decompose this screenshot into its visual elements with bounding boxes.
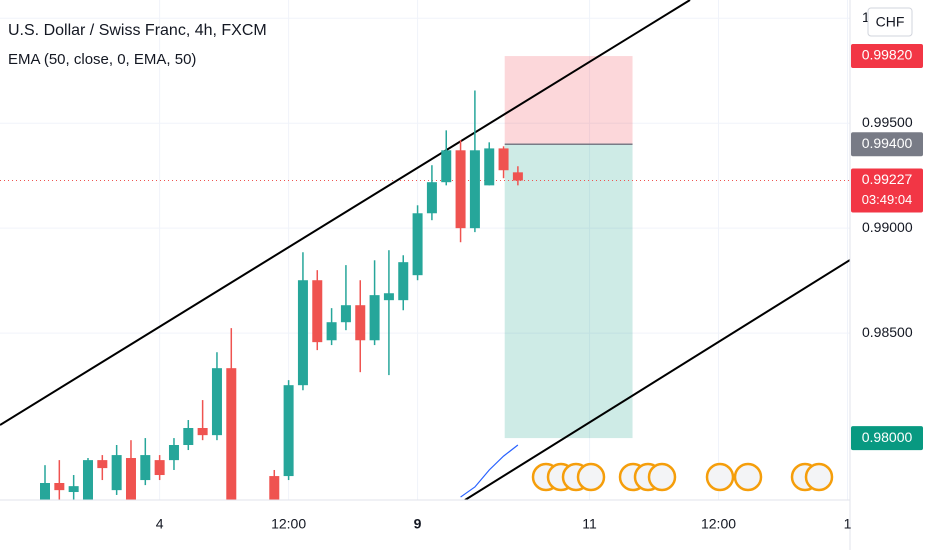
event-icon [576, 462, 606, 492]
candle-body [498, 148, 509, 171]
last-price-box [851, 168, 923, 213]
candle-body [226, 368, 237, 500]
event-icon [647, 462, 677, 492]
x-tick-label: 12:00 [701, 516, 736, 532]
entry-price-label: 0.99400 [862, 135, 913, 151]
candle-body [369, 295, 380, 341]
trend-line [464, 259, 850, 500]
y-tick-label: 0.99000 [862, 219, 913, 235]
candle-body [326, 322, 337, 341]
candle-body [111, 455, 122, 491]
event-icon [733, 462, 763, 492]
candle-body [283, 385, 294, 477]
y-tick-label: 0.98500 [862, 324, 913, 340]
target-price-box [851, 426, 923, 451]
x-tick-label: 12:00 [271, 516, 306, 532]
candle-body [54, 482, 65, 491]
stop-zone [504, 56, 633, 145]
candle-body [140, 455, 151, 481]
candle-body [168, 445, 179, 461]
trend-line [0, 0, 691, 426]
candle-body [355, 305, 366, 341]
target-zone [504, 144, 633, 439]
event-icons [531, 462, 834, 492]
event-icon [705, 462, 735, 492]
stop-price-box [851, 44, 923, 69]
candle-body [412, 213, 423, 276]
plot-area [0, 0, 850, 500]
candle-body [154, 460, 165, 476]
candle-body [211, 368, 222, 436]
x-tick-label: 4 [156, 516, 164, 532]
candle-body [297, 280, 308, 386]
candle-body [512, 172, 523, 181]
candle-body [340, 305, 351, 323]
x-tick-label: 9 [414, 516, 422, 532]
target-price-label: 0.98000 [862, 429, 913, 445]
grid [0, 0, 850, 500]
entry-price-box [851, 132, 923, 157]
candle-body [484, 148, 495, 186]
event-icon [804, 462, 834, 492]
candle-body [312, 280, 323, 343]
currency-box [867, 7, 913, 37]
x-tick-label: 11 [582, 516, 597, 532]
position-zones [0, 56, 850, 439]
candle-body [125, 458, 136, 500]
ema-line [460, 444, 519, 498]
x-tick-label: 1 [844, 516, 852, 532]
candle-body [398, 262, 409, 301]
candle-body [269, 476, 280, 500]
candle-body [426, 182, 437, 214]
candle-body [82, 460, 93, 500]
candle-body [197, 428, 208, 436]
candle-body [469, 150, 480, 229]
last-price-countdown: 03:49:04 [862, 192, 913, 207]
candle-body [455, 150, 466, 229]
candle-body [441, 150, 452, 183]
y-tick-label: 0.99500 [862, 114, 913, 130]
candle-body [383, 293, 394, 301]
currency: CHF [876, 14, 905, 30]
stop-price-label: 0.99820 [862, 47, 913, 63]
candles [40, 90, 523, 500]
candle-body [183, 428, 194, 446]
candle-body [68, 486, 79, 493]
indicator-legend: EMA (50, close, 0, EMA, 50) [8, 51, 196, 68]
candle-body [97, 460, 108, 469]
candle-body [40, 482, 50, 500]
last-price-label: 0.99227 [862, 171, 913, 187]
chart-title: U.S. Dollar / Swiss Franc, 4h, FXCM [8, 22, 267, 39]
